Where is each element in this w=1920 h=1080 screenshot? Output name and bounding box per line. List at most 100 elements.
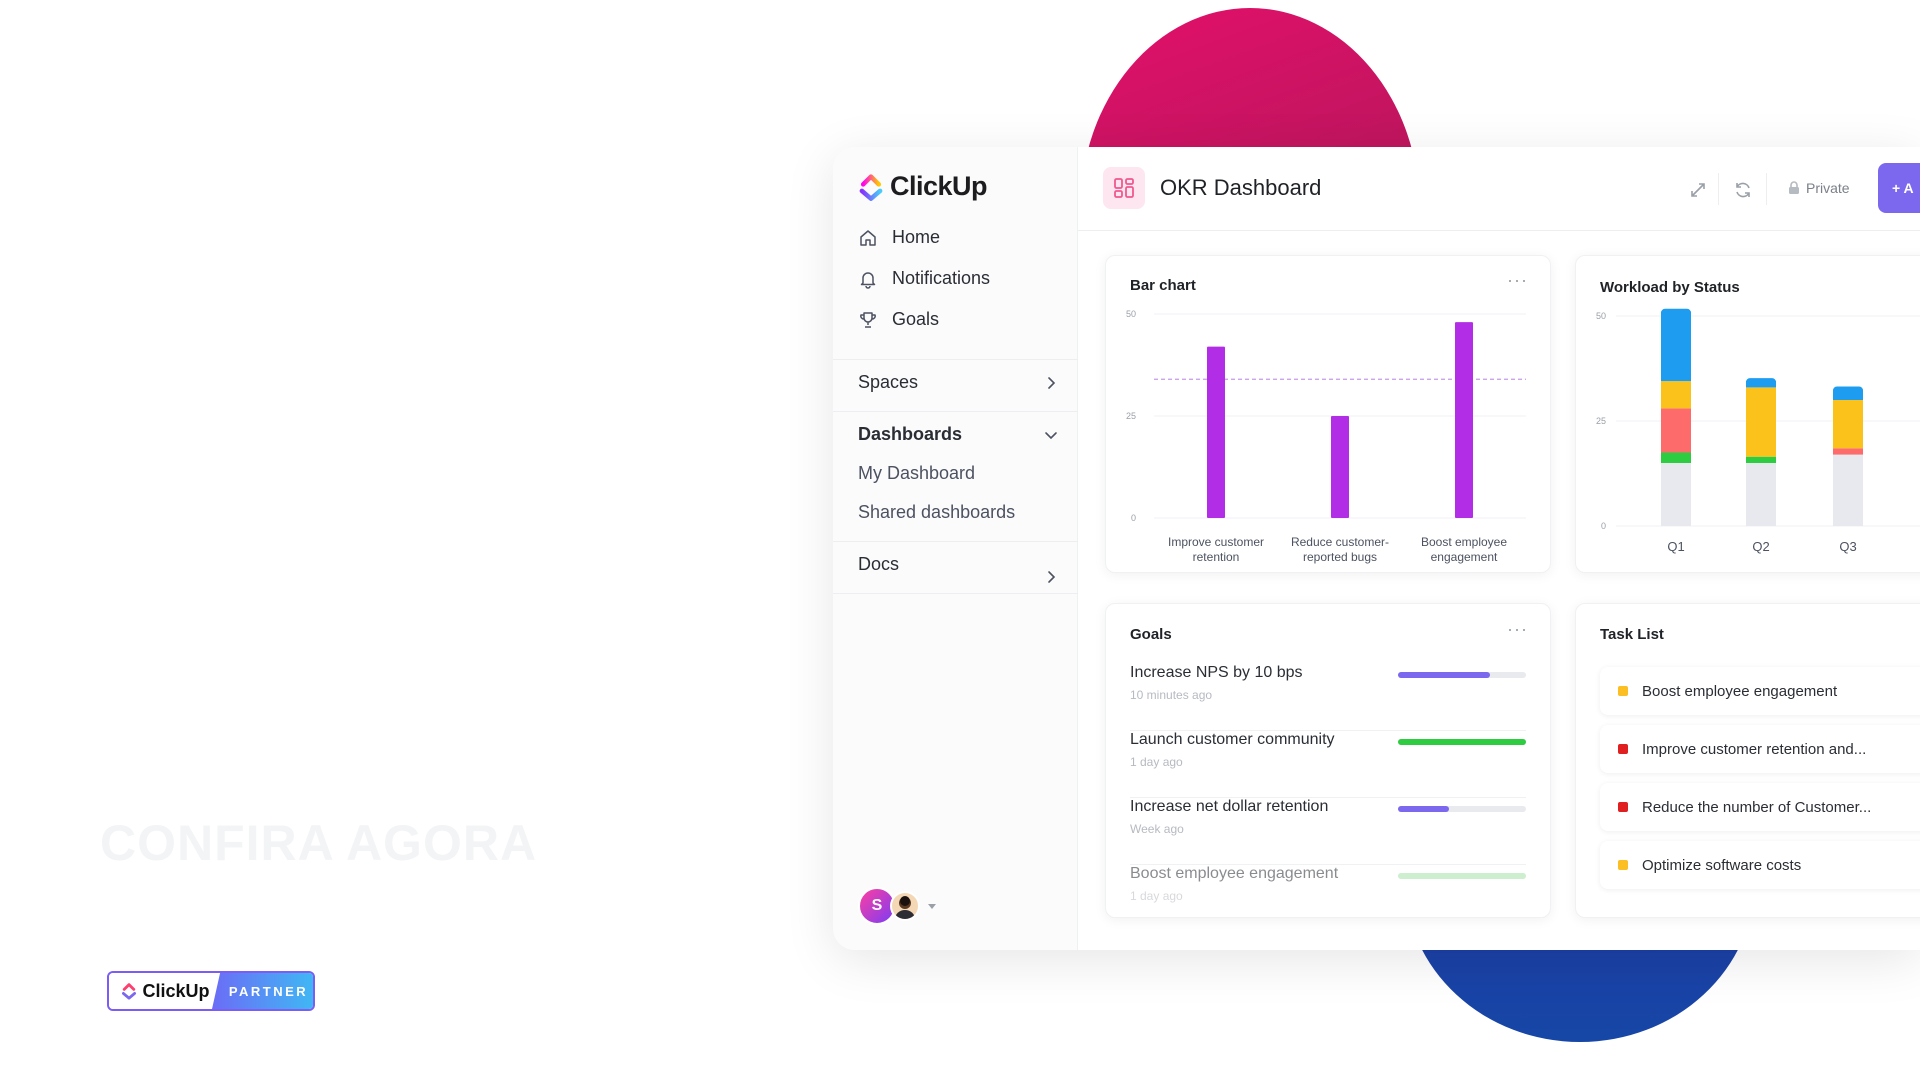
nav-home[interactable]: Home — [858, 227, 940, 248]
task-status-dot — [1618, 744, 1628, 754]
more-options-icon[interactable]: ··· — [1507, 270, 1528, 290]
goal-row[interactable]: Increase NPS by 10 bps 10 minutes ago — [1130, 664, 1526, 731]
goals-card: Goals ··· Increase NPS by 10 bps 10 minu… — [1105, 603, 1551, 918]
expand-button[interactable] — [1686, 178, 1710, 202]
task-item[interactable]: Improve customer retention and... — [1600, 725, 1920, 773]
goal-name: Increase NPS by 10 bps — [1130, 664, 1303, 681]
nav-home-label: Home — [892, 227, 941, 247]
refresh-button[interactable] — [1731, 178, 1755, 202]
sidebar: ClickUp Home Notifications Goals Spaces — [833, 147, 1078, 950]
partner-badge-brand: ClickUp — [109, 973, 222, 1009]
x-tick-label: engagement — [1431, 550, 1498, 564]
goal-row[interactable]: Increase net dollar retention Week ago — [1130, 798, 1526, 865]
caret-down-icon — [928, 903, 936, 909]
task-item[interactable]: Boost employee engagement — [1600, 667, 1920, 715]
app-window: ClickUp Home Notifications Goals Spaces — [833, 147, 1920, 950]
workload-title: Workload by Status — [1600, 279, 1740, 296]
bar — [1331, 416, 1349, 518]
workload-card: Workload by Status 0 25 50 Q1 Q2 Q3 — [1575, 255, 1920, 573]
spaces-section[interactable]: Spaces — [858, 372, 1058, 393]
stacked-bar-segment — [1833, 448, 1863, 455]
stacked-bar-segment — [1833, 400, 1863, 449]
cta-text: CONFIRA AGORA — [100, 815, 538, 871]
chevron-right-icon — [1048, 571, 1056, 583]
goal-time: 1 day ago — [1130, 889, 1183, 903]
bar-chart-card: Bar chart ··· 0 25 50 Improve customer reten… — [1105, 255, 1551, 573]
x-tick-label: Reduce customer- — [1291, 535, 1389, 549]
stacked-bar-segment — [1746, 463, 1776, 526]
stacked-bar-segment — [1661, 381, 1691, 409]
divider — [1766, 173, 1767, 205]
y-tick-label: 0 — [1131, 513, 1136, 523]
person-avatar-icon — [895, 896, 915, 919]
sidebar-item-shared-dashboards[interactable]: Shared dashboards — [858, 502, 1016, 522]
task-status-dot — [1618, 802, 1628, 812]
nav-goals-label: Goals — [892, 309, 940, 329]
task-label: Reduce the number of Customer... — [1642, 798, 1872, 816]
trophy-icon — [860, 311, 876, 328]
task-item[interactable]: Reduce the number of Customer... — [1600, 783, 1920, 831]
stacked-bar-segment — [1661, 311, 1691, 382]
more-options-icon[interactable]: ··· — [1507, 619, 1528, 639]
clickup-logo-icon — [122, 983, 137, 1000]
stacked-bar-segment — [1833, 454, 1863, 526]
private-label: Private — [1806, 180, 1850, 196]
stacked-bar-segment — [1833, 389, 1863, 400]
divider — [833, 593, 1078, 594]
goals-title: Goals — [1130, 626, 1172, 643]
goal-progress-fill — [1398, 873, 1526, 879]
sidebar-item-my-dashboard[interactable]: My Dashboard — [858, 463, 976, 483]
lock-icon — [1789, 181, 1799, 194]
partner-badge[interactable]: ClickUp PARTNER — [107, 971, 315, 1011]
y-tick-label: 25 — [1596, 416, 1606, 426]
task-label: Boost employee engagement — [1642, 682, 1838, 700]
docs-section[interactable]: Docs — [858, 554, 1058, 590]
refresh-icon — [1736, 182, 1750, 198]
divider — [1718, 173, 1719, 205]
brand-name: ClickUp — [890, 171, 988, 201]
goal-progress-fill — [1398, 739, 1526, 745]
spaces-label: Spaces — [858, 372, 919, 392]
x-tick-label: Boost employee — [1421, 535, 1507, 549]
goal-row[interactable]: Boost employee engagement 1 day ago — [1130, 865, 1526, 917]
workload-chart: 0 25 50 Q1 Q2 Q3 — [1596, 308, 1920, 554]
dashboards-section[interactable]: Dashboards — [858, 424, 1058, 445]
privacy-toggle[interactable]: Private — [1788, 180, 1850, 196]
page-title: OKR Dashboard — [1160, 175, 1322, 200]
bar-chart-title: Bar chart — [1130, 277, 1196, 294]
dashboards-label: Dashboards — [858, 424, 963, 444]
goal-time: Week ago — [1130, 822, 1184, 836]
partner-label: PARTNER — [212, 973, 313, 1009]
chevron-right-icon — [1048, 376, 1056, 389]
goal-progress — [1398, 873, 1526, 879]
bar-cap — [1833, 386, 1863, 395]
y-tick-label: 50 — [1126, 309, 1136, 319]
stacked-bar-segment — [1661, 408, 1691, 453]
bar — [1207, 346, 1225, 518]
goal-time: 10 minutes ago — [1130, 688, 1213, 702]
avatar — [890, 891, 920, 921]
user-avatars[interactable]: S — [858, 887, 936, 925]
stacked-bar-segment — [1746, 456, 1776, 463]
goal-progress — [1398, 739, 1526, 745]
task-item[interactable]: Optimize software costs — [1600, 841, 1920, 889]
stacked-bar-segment — [1746, 387, 1776, 457]
goal-progress — [1398, 806, 1526, 812]
x-tick-label: Improve customer — [1168, 535, 1264, 549]
goal-row[interactable]: Launch customer community 1 day ago — [1130, 731, 1526, 798]
x-tick-label: Q1 — [1667, 539, 1684, 554]
task-list-title: Task List — [1600, 626, 1664, 643]
add-widget-button[interactable]: + A — [1878, 163, 1920, 213]
divider — [833, 541, 1078, 542]
x-tick-label: retention — [1193, 550, 1240, 564]
bar-cap — [1746, 378, 1776, 387]
goal-progress-fill — [1398, 672, 1491, 678]
grid-icon — [1114, 178, 1134, 198]
nav-notifications[interactable]: Notifications — [858, 268, 990, 289]
brand-logo[interactable]: ClickUp — [858, 171, 988, 202]
nav-goals[interactable]: Goals — [858, 309, 939, 330]
x-tick-label: Q3 — [1839, 539, 1856, 554]
goal-time: 1 day ago — [1130, 755, 1183, 769]
stacked-bar-segment — [1661, 463, 1691, 526]
